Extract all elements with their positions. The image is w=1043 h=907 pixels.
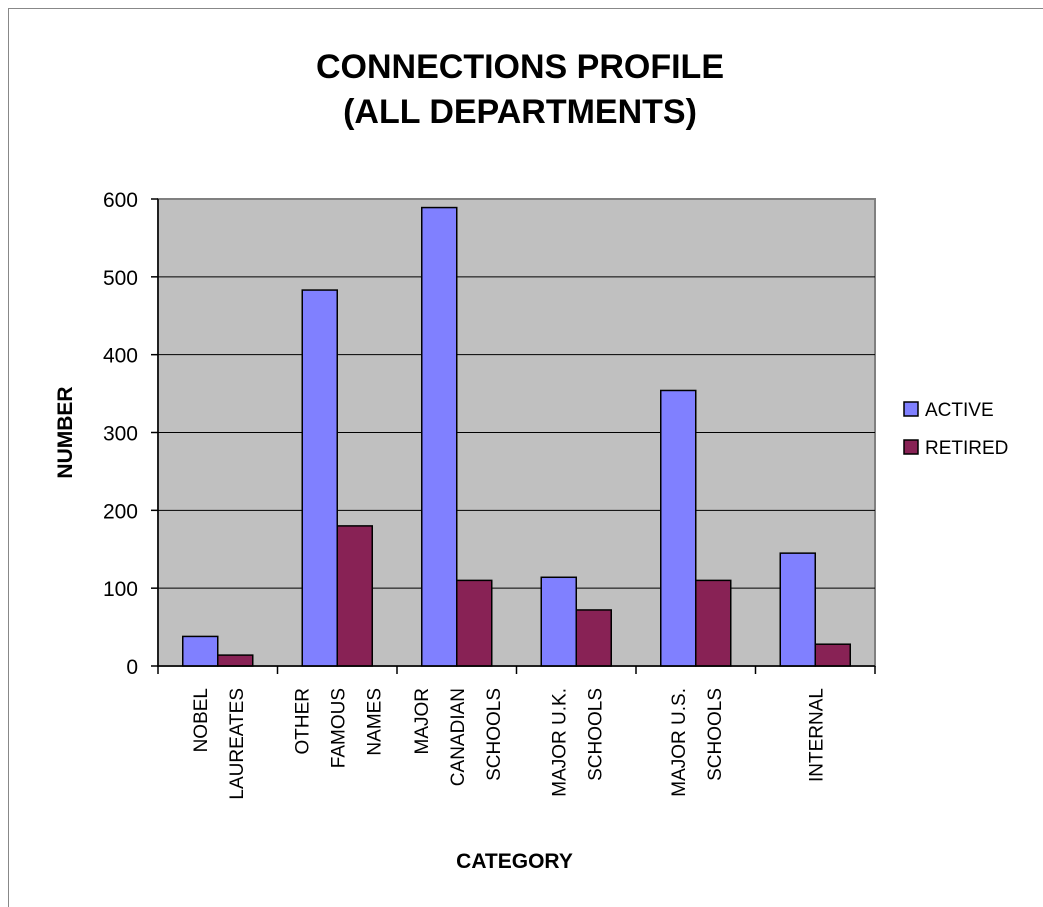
bar-retired [217,654,254,667]
y-tick-label: 600 [103,189,138,212]
bar-active [779,552,816,667]
chart-title-line-2: (ALL DEPARTMENTS) [343,93,697,131]
legend-swatch [903,401,919,417]
bar-retired [814,643,851,667]
x-category-label-line: SCHOOLS [484,688,505,781]
chart-title-line-1: CONNECTIONS PROFILE [316,48,724,86]
x-category-label-line: CANADIAN [448,688,469,786]
x-category-label-line: SCHOOLS [705,688,726,781]
bars [182,206,851,667]
bar-active [540,576,577,667]
bar-retired [336,525,373,667]
y-tick-label: 400 [103,345,138,368]
y-tick-label: 500 [103,267,138,290]
legend-item-retired: RETIRED [903,438,1008,459]
x-category-label: INTERNAL [806,688,827,782]
x-category-label: MAJOR U.S. SCHOOLS [669,688,726,797]
x-category-labels: NOBEL LAUREATES OTHER FAMOUS NAMES MAJOR CANAD… [191,688,828,800]
y-axis-title: NUMBER [54,386,77,478]
legend-label: RETIRED [925,438,1008,459]
x-category-label-line: FAMOUS [328,688,349,768]
bar-active [660,389,697,667]
bar-active [421,206,458,667]
x-category-label-line: NAMES [364,688,385,756]
y-tick-label: 200 [103,500,138,523]
x-category-label: OTHER FAMOUS NAMES [292,688,385,768]
y-tick-label: 300 [103,423,138,446]
legend-label: ACTIVE [925,400,994,421]
x-category-label: MAJOR U.K. SCHOOLS [549,688,606,797]
x-category-label: MAJOR CANADIAN SCHOOLS [412,688,505,786]
bar-active [301,289,338,667]
x-category-label-line: LAUREATES [227,688,248,800]
x-category-label-line: SCHOOLS [585,688,606,781]
x-axis-title: CATEGORY [456,850,573,873]
x-category-label-line: OTHER [292,688,313,755]
x-category-label-line: MAJOR U.K. [549,688,570,797]
chart-frame [8,8,1043,907]
x-category-label: NOBEL LAUREATES [191,688,248,800]
bar-retired [575,609,612,667]
axes [151,198,876,674]
chart-title: CONNECTIONS PROFILE (ALL DEPARTMENTS) [316,48,724,131]
legend-item-active: ACTIVE [903,400,994,421]
legend: ACTIVE RETIRED [903,400,1008,459]
y-tick-labels: 0 100 200 300 400 500 600 [103,189,138,679]
bar-active [182,635,219,667]
bar-retired [456,579,493,667]
x-category-label-line: MAJOR [412,688,433,755]
y-tick-label: 100 [103,578,138,601]
legend-swatch [903,439,919,455]
x-category-label-line: MAJOR U.S. [669,688,690,797]
y-tick-label: 0 [126,656,138,679]
x-category-label-line: INTERNAL [806,688,827,782]
x-category-label-line: NOBEL [191,688,212,752]
bar-retired [695,579,732,667]
gridlines [158,276,875,589]
